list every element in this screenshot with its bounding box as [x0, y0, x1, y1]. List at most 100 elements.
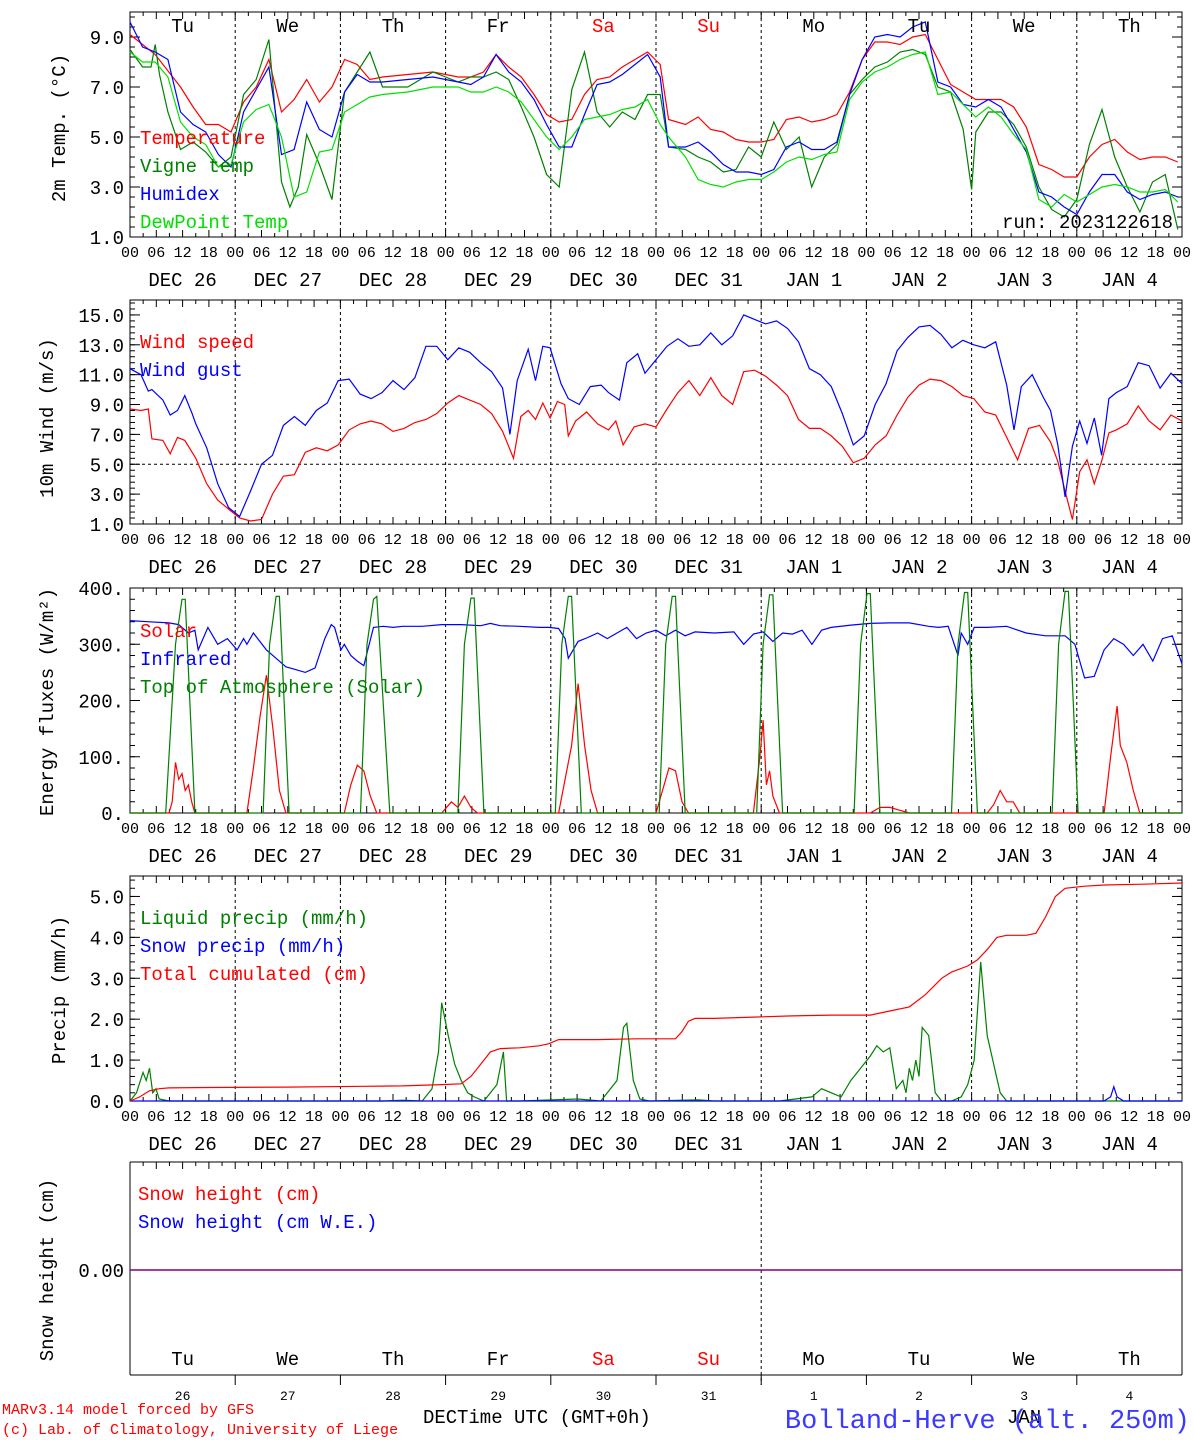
hour-tick-label: 12	[1015, 245, 1033, 262]
hour-tick-label: 06	[778, 245, 796, 262]
hour-tick-label: 00	[331, 1109, 349, 1126]
y-tick-label: 0.00	[78, 1261, 124, 1283]
day-number-label: 30	[596, 1389, 612, 1404]
date-label: JAN 3	[996, 557, 1053, 579]
date-label: JAN 2	[890, 1134, 947, 1156]
hour-tick-label: 00	[437, 245, 455, 262]
date-label: DEC 31	[674, 1134, 742, 1156]
hour-tick-label: 18	[726, 821, 744, 838]
hour-tick-label: 18	[200, 532, 218, 549]
hour-tick-label: 18	[831, 532, 849, 549]
hour-tick-label: 06	[989, 821, 1007, 838]
y-tick-label: 2.0	[90, 1010, 124, 1032]
hour-tick-label: 12	[910, 245, 928, 262]
wind-panel: 1.0 3.0 5.0 7.0 9.0 11.0 13.0 15.0 00 06 12 18 DEC 2…	[78, 299, 1191, 579]
date-label: DEC 30	[569, 846, 637, 868]
hour-tick-label: 18	[410, 1109, 428, 1126]
date-label: DEC 30	[569, 270, 637, 292]
day-of-week-label: Tu	[908, 1349, 931, 1371]
hour-tick-label: 12	[1015, 821, 1033, 838]
date-label: DEC 29	[464, 846, 532, 868]
day-of-week-label: We	[276, 16, 299, 38]
hour-tick-label: 12	[384, 1109, 402, 1126]
date-label: JAN 4	[1101, 846, 1158, 868]
hour-tick-label: 18	[1147, 1109, 1165, 1126]
hour-tick-label: 12	[594, 532, 612, 549]
hour-tick-label: 18	[726, 1109, 744, 1126]
hour-tick-label: 18	[1041, 1109, 1059, 1126]
legend-temperature: Temperature	[140, 128, 265, 150]
legend-wind-gust: Wind gust	[140, 360, 243, 382]
day-of-week-label: Mo	[802, 1349, 825, 1371]
hour-tick-label: 18	[936, 245, 954, 262]
date-label: JAN 3	[996, 1134, 1053, 1156]
hour-tick-label: 06	[884, 821, 902, 838]
temp-axis-label: 2m Temp. (°C)	[49, 54, 71, 202]
hour-tick-label: 12	[1120, 532, 1138, 549]
day-of-week-label: Tu	[171, 1349, 194, 1371]
hour-tick-label: 00	[647, 245, 665, 262]
snow-height-panel: 0.00 Tu 26 We 27 Th 28 Fr 29 Sa 30 Su 31 Mo 1 Tu 2 We 3 Th 4	[78, 1161, 1183, 1404]
hour-tick-label: 18	[515, 245, 533, 262]
hour-tick-label: 00	[437, 1109, 455, 1126]
hour-tick-label: 06	[463, 1109, 481, 1126]
y-tick-label: 3.0	[90, 485, 124, 507]
hour-tick-label: 00	[1173, 821, 1191, 838]
day-of-week-label: Mo	[802, 16, 825, 38]
hour-tick-label: 12	[384, 245, 402, 262]
hour-tick-label: 00	[647, 1109, 665, 1126]
series-line-infrared	[129, 620, 1183, 679]
legend-solar: Solar	[140, 621, 197, 643]
date-label: DEC 28	[359, 846, 427, 868]
hour-tick-label: 00	[857, 532, 875, 549]
series-line-humidex	[129, 21, 1179, 216]
date-label: DEC 26	[148, 846, 216, 868]
y-tick-label: 1.0	[90, 1051, 124, 1073]
hour-tick-label: 12	[805, 821, 823, 838]
day-of-week-label: Sa	[592, 1349, 615, 1371]
hour-tick-label: 18	[726, 245, 744, 262]
hour-tick-label: 00	[437, 821, 455, 838]
day-number-label: 28	[385, 1389, 401, 1404]
series-line-wind-speed	[129, 369, 1183, 522]
hour-tick-label: 00	[1068, 821, 1086, 838]
hour-tick-label: 00	[542, 245, 560, 262]
hour-tick-label: 18	[200, 1109, 218, 1126]
hour-tick-label: 18	[1147, 821, 1165, 838]
hour-tick-label: 06	[989, 1109, 1007, 1126]
hour-tick-label: 18	[1041, 821, 1059, 838]
day-number-label: 27	[280, 1389, 296, 1404]
day-of-week-label: Tu	[908, 16, 931, 38]
hour-tick-label: 06	[568, 245, 586, 262]
date-label: JAN 2	[890, 846, 947, 868]
snow-axis-label: Snow height (cm)	[37, 1179, 59, 1361]
hour-tick-label: 06	[989, 532, 1007, 549]
series-line-top-of-atmosphere-solar-	[130, 590, 1182, 814]
y-tick-label: 5.0	[90, 128, 124, 150]
hour-tick-label: 00	[647, 821, 665, 838]
y-tick-label: 13.0	[78, 336, 124, 358]
hour-tick-label: 00	[121, 245, 139, 262]
credit-line-1: MARv3.14 model forced by GFS	[2, 1402, 254, 1419]
hour-tick-label: 00	[331, 532, 349, 549]
hour-tick-label: 00	[331, 821, 349, 838]
date-label: DEC 30	[569, 1134, 637, 1156]
date-label: JAN 1	[785, 846, 842, 868]
day-of-week-label: Th	[382, 1349, 405, 1371]
hour-tick-label: 12	[805, 1109, 823, 1126]
hour-tick-label: 00	[963, 245, 981, 262]
hour-tick-label: 00	[1173, 532, 1191, 549]
hour-tick-label: 06	[358, 532, 376, 549]
hour-tick-label: 18	[621, 1109, 639, 1126]
y-tick-label: 4.0	[90, 928, 124, 950]
date-label: DEC 26	[148, 270, 216, 292]
legend-snow-height: Snow height (cm)	[138, 1184, 320, 1206]
footer-dec-label: DEC	[423, 1407, 457, 1429]
hour-tick-label: 12	[700, 821, 718, 838]
hour-tick-label: 18	[936, 821, 954, 838]
hour-tick-label: 12	[174, 532, 192, 549]
legend-toa-solar: Top of Atmosphere (Solar)	[140, 677, 425, 699]
date-label: DEC 29	[464, 1134, 532, 1156]
hour-tick-label: 12	[489, 821, 507, 838]
